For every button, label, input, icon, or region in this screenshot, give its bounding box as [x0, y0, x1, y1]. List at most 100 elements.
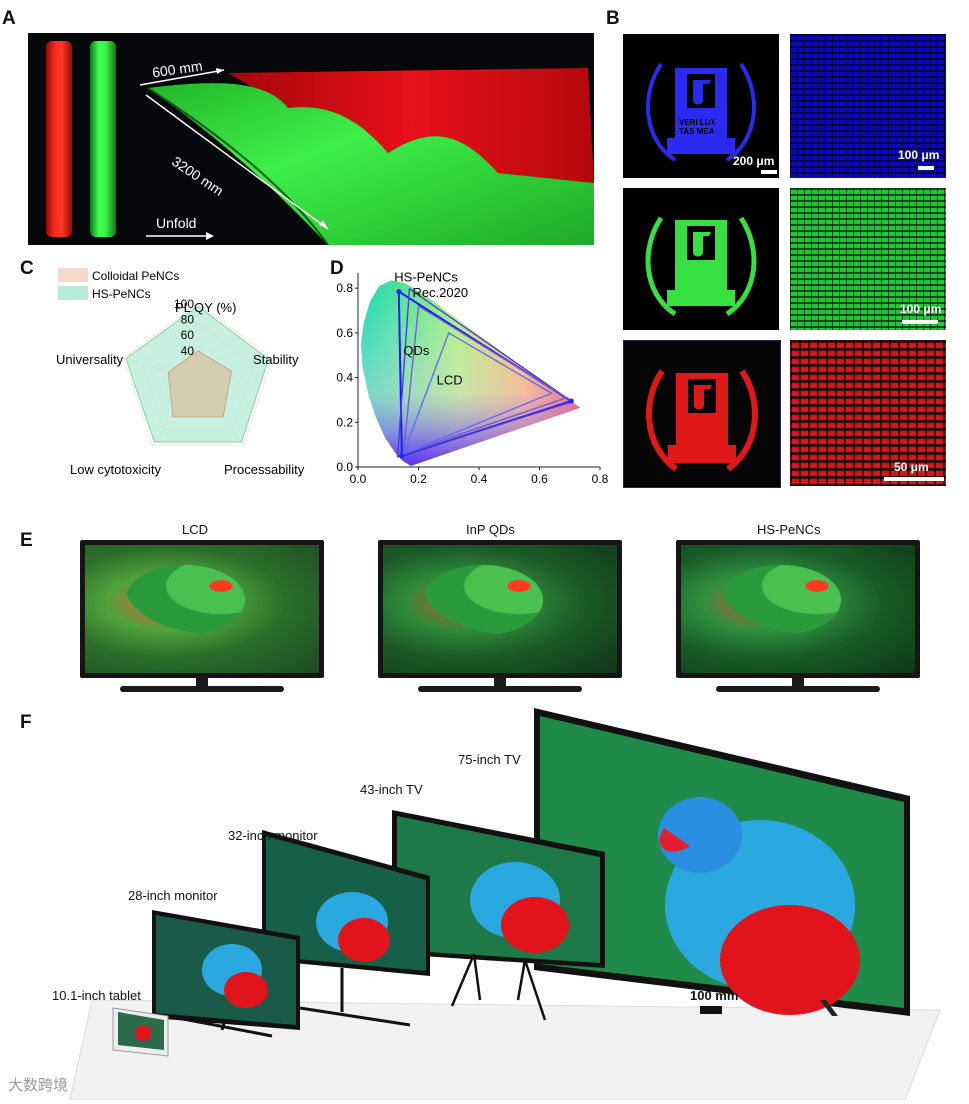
x-tick-label: 0.2	[410, 472, 427, 486]
axis-universality: Universality	[56, 352, 124, 367]
parrot-breast	[501, 897, 569, 953]
panel-label-b: B	[606, 8, 620, 29]
axis-processability: Processability	[224, 462, 305, 477]
scale-blue-grid: 100 μm	[898, 148, 940, 162]
y-tick-label: 0.2	[336, 415, 353, 429]
axis-plqy: PL QY (%)	[175, 300, 236, 315]
legend-hs: HS-PeNCs	[92, 287, 151, 301]
scale-bar-f	[700, 1006, 722, 1014]
monitor-screen	[85, 545, 319, 673]
monitor-title-inp: InP QDs	[466, 522, 515, 537]
y-tick-label: 0.6	[336, 326, 353, 340]
axis-stability: Stability	[253, 352, 299, 367]
parrot-breast	[338, 918, 390, 962]
annotation-qds: QDs	[403, 343, 430, 358]
scale-label-f: 100 mm	[690, 988, 739, 1003]
logo-emblem-green	[645, 216, 757, 317]
logo-emblem-blue	[646, 62, 756, 162]
panel-label-d: D	[330, 258, 344, 279]
scale-bar	[902, 320, 938, 324]
green-pixel-grid: 100 μm	[790, 188, 946, 330]
monitor-stand	[716, 686, 880, 692]
green-film-roll	[90, 41, 116, 237]
label-28-monitor: 28-inch monitor	[128, 888, 218, 903]
parrot-breast	[135, 1025, 151, 1041]
green-logo-pattern	[623, 188, 779, 330]
label-75-tv: 75-inch TV	[458, 752, 521, 767]
radar-series-colloidal	[167, 350, 232, 418]
monitor-neck	[494, 676, 506, 688]
scale-green-grid: 100 μm	[900, 302, 942, 316]
radar-tick-label: 100	[174, 297, 194, 311]
x-tick-label: 0.0	[350, 472, 367, 486]
parrot-breast	[720, 905, 860, 1015]
frog-image	[721, 565, 841, 635]
cie-locus-shade	[361, 280, 581, 466]
scale-bar	[761, 170, 777, 174]
frog-image	[423, 565, 543, 635]
unfold-label: Unfold	[156, 215, 197, 231]
panel-label-a: A	[2, 8, 16, 29]
red-pixel-grid: 50 μm	[790, 340, 946, 486]
monitor-title-hs: HS-PeNCs	[757, 522, 821, 537]
radar-tick-label: 40	[181, 344, 195, 358]
blue-logo-pattern: VERI LUX TAS MEA 200 μm	[623, 34, 779, 178]
label-43-tv: 43-inch TV	[360, 782, 423, 797]
tv-75-foot	[820, 1000, 838, 1016]
gamut-vertex	[396, 289, 402, 295]
scale-bar	[884, 477, 944, 481]
frog-image	[125, 565, 245, 635]
monitor-screen	[383, 545, 617, 673]
gamut-qds	[402, 304, 569, 455]
monitor-hs-pencs	[676, 540, 920, 692]
radar-tick-label: 60	[181, 328, 195, 342]
red-film-roll	[46, 41, 72, 237]
y-tick-label: 0.8	[336, 281, 353, 295]
monitor-inp-qds	[378, 540, 622, 692]
logo-emblem-red	[646, 369, 758, 472]
parrot-breast	[224, 972, 268, 1008]
annotation-hs-penc: HS-PeNCs	[394, 269, 458, 284]
gamut-lcd	[402, 331, 554, 455]
radar-tick-label: 80	[181, 313, 195, 327]
monitor-lcd	[80, 540, 324, 692]
axis-low-cytotoxicity: Low cytotoxicity	[70, 462, 162, 477]
monitor-neck	[792, 676, 804, 688]
gamut-vertex	[568, 398, 574, 404]
annotation-lcd: LCD	[437, 372, 463, 387]
y-tick-label: 0.4	[336, 371, 353, 385]
red-logo-pattern	[623, 340, 781, 488]
radar-grid-ring	[123, 303, 273, 446]
parrot-head	[658, 797, 742, 873]
monitor-screen	[681, 545, 915, 673]
annotation-rec2020: Rec.2020	[412, 285, 468, 300]
size-scene	[69, 708, 941, 1100]
label-tablet: 10.1-inch tablet	[52, 988, 141, 1003]
legend-swatch-colloidal	[58, 268, 88, 282]
legend-swatch-hs	[58, 286, 88, 300]
legend-colloidal: Colloidal PeNCs	[92, 269, 179, 283]
tv-43-stand	[450, 953, 547, 1021]
gamut-rec-2020	[396, 287, 574, 458]
unfolded-films	[139, 68, 594, 245]
panel-label-e: E	[20, 530, 33, 551]
monitor-stand	[120, 686, 284, 692]
y-tick-label: 0.0	[336, 460, 353, 474]
scale-red-grid: 50 μm	[894, 460, 929, 474]
monitor-stand	[418, 686, 582, 692]
parrot-beak	[659, 828, 690, 852]
blue-pixel-grid: 100 μm	[790, 34, 946, 178]
panel-label-f: F	[20, 712, 32, 733]
x-tick-label: 0.6	[531, 472, 548, 486]
logo-text-blue: VERI LUX TAS MEA	[679, 118, 716, 136]
x-tick-label: 0.4	[471, 472, 488, 486]
monitor-28-stand	[177, 1016, 273, 1038]
cie-chart: 0.0 0.2 0.4 0.6 0.80.00.20.40.60.8 HS-PeNCs …	[336, 269, 609, 486]
scale-blue-logo: 200 μm	[733, 154, 775, 168]
label-32-monitor: 32-inch monitor	[228, 828, 318, 843]
panel-label-c: C	[20, 258, 34, 279]
panel-a-photo: 600 mm 3200 mm Unfold	[28, 33, 594, 245]
x-tick-label: 0.8	[592, 472, 609, 486]
watermark: 大数跨境	[8, 1077, 69, 1094]
